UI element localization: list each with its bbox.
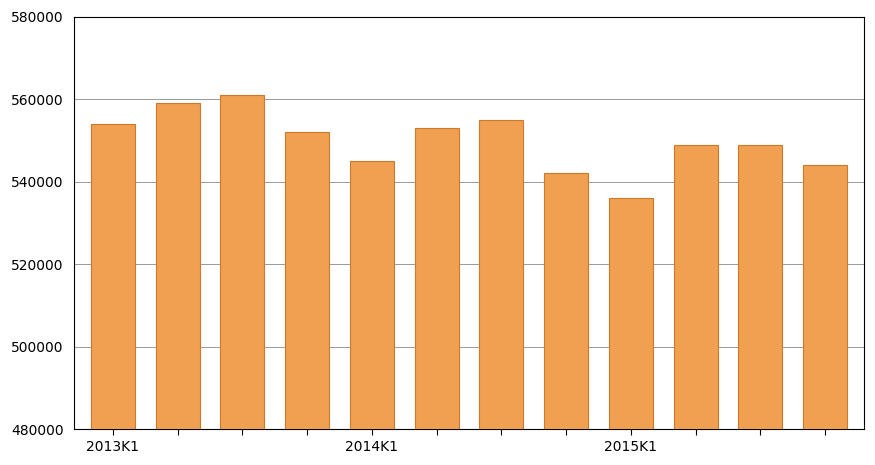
Bar	[544, 173, 588, 465]
Bar	[480, 120, 523, 465]
Bar	[415, 128, 459, 465]
Bar	[350, 161, 394, 465]
Bar	[285, 132, 329, 465]
Bar	[91, 124, 135, 465]
Bar	[609, 198, 653, 465]
Bar	[738, 145, 782, 465]
Bar	[803, 165, 847, 465]
Bar	[156, 103, 200, 465]
Bar	[674, 145, 718, 465]
Bar	[220, 95, 264, 465]
